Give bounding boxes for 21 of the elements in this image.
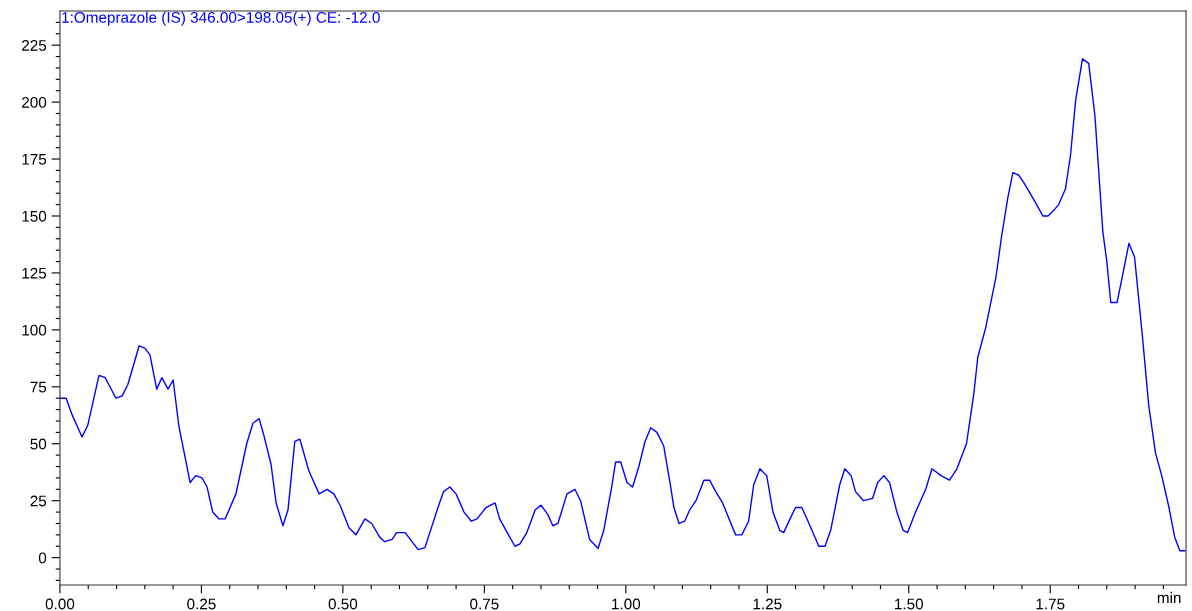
x-tick-label: 0.25 [187, 598, 216, 610]
y-tick-label: 0 [38, 552, 47, 564]
y-tick-label: 100 [22, 324, 47, 336]
x-tick-label: 1.50 [895, 598, 924, 610]
x-tick-label: 0.75 [470, 598, 499, 610]
y-tick-label: 175 [22, 154, 47, 165]
chart-title: 1:Omeprazole (IS) 346.00>198.05(+) CE: -12.0 [62, 11, 380, 26]
line-series [59, 58, 1186, 552]
x-tick-label: 0.50 [328, 598, 358, 610]
x-tick-label: 1.25 [753, 598, 782, 610]
y-tick-label: 50 [30, 438, 47, 450]
x-tick-label: 0.00 [45, 598, 75, 610]
x-axis-title: min [1157, 591, 1181, 603]
y-tick-label: 75 [30, 381, 47, 393]
y-tick-label: 225 [22, 40, 47, 51]
y-tick-label: 200 [22, 96, 47, 108]
y-tick-label: 125 [22, 267, 47, 279]
y-tick-label: 25 [30, 495, 47, 507]
y-tick-label: 150 [22, 210, 47, 222]
x-tick-label: 1.00 [612, 598, 641, 610]
x-tick-label: 1.75 [1036, 598, 1065, 610]
